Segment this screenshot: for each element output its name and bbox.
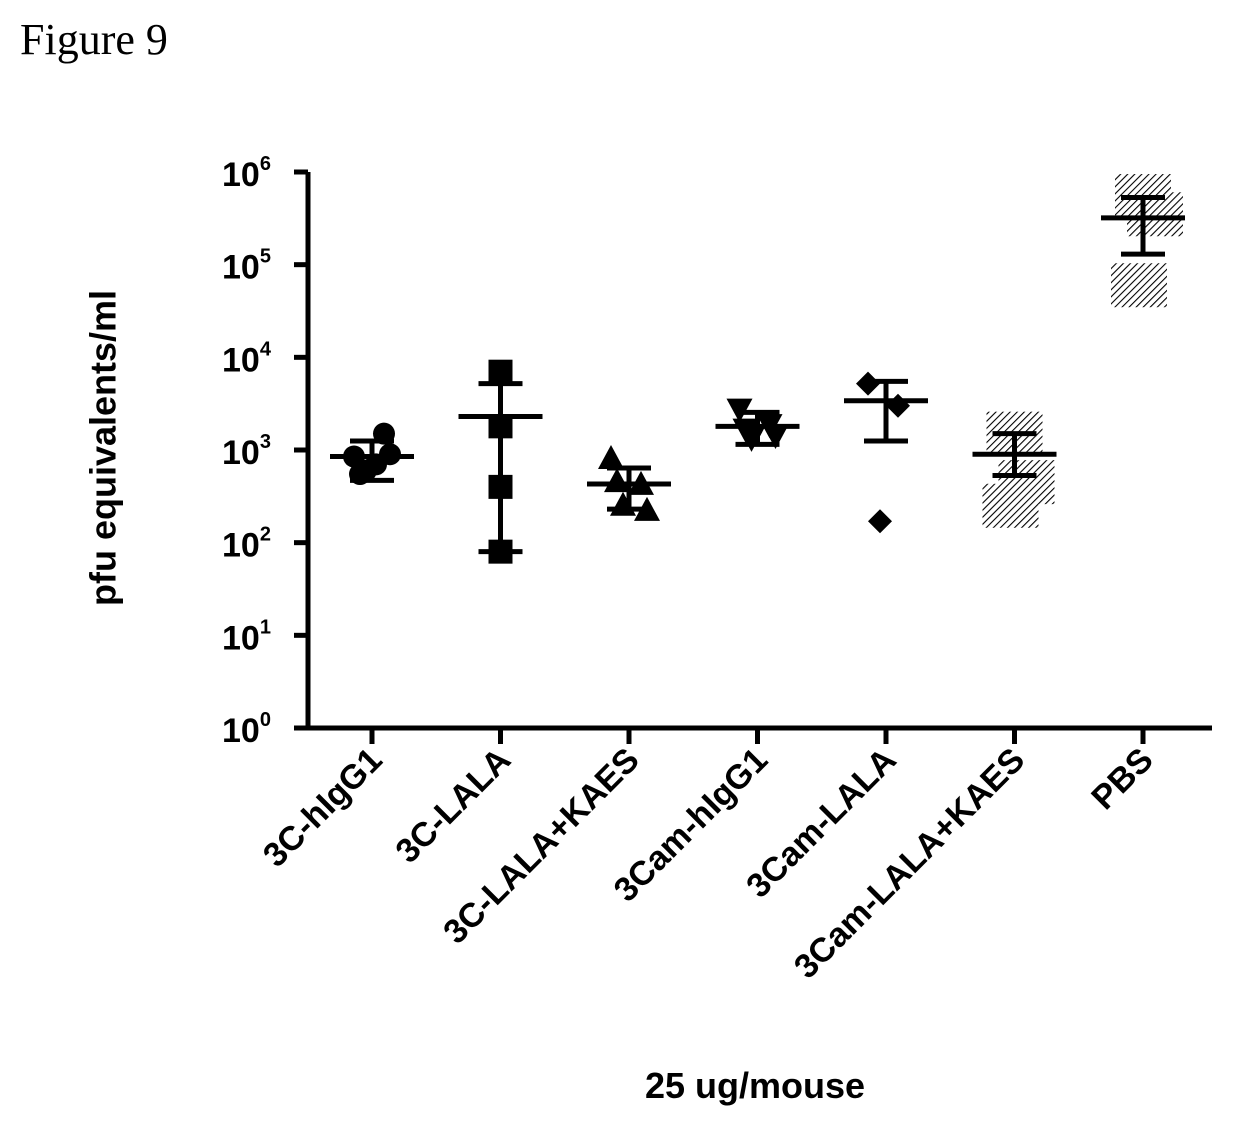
y-tick-label-exponent: 1 bbox=[260, 616, 271, 638]
x-axis-label: 25 ug/mouse bbox=[645, 1065, 865, 1106]
y-tick-label-base: 10 bbox=[222, 619, 260, 657]
y-tick-label: 101 bbox=[222, 616, 271, 657]
y-tick-label: 103 bbox=[222, 431, 271, 472]
data-point bbox=[598, 444, 624, 469]
data-point bbox=[982, 483, 1039, 528]
x-tick-label: 3C-hIgG1 bbox=[256, 741, 390, 875]
axes bbox=[305, 172, 1212, 731]
y-tick-label-exponent: 6 bbox=[260, 153, 271, 175]
y-tick-label-base: 10 bbox=[222, 712, 260, 750]
x-tick-label: 3C-LALA bbox=[388, 741, 518, 871]
y-tick-label: 100 bbox=[222, 709, 271, 750]
y-tick-label: 105 bbox=[222, 246, 271, 287]
y-tick-label: 106 bbox=[222, 153, 271, 194]
y-tick-label-exponent: 2 bbox=[260, 524, 271, 546]
y-tick-label: 104 bbox=[222, 338, 272, 379]
x-tick-label: PBS bbox=[1084, 741, 1160, 817]
x-tick-label: 3Cam-LALA+KAES bbox=[787, 741, 1032, 986]
data-point bbox=[488, 359, 513, 384]
data-point bbox=[604, 468, 630, 493]
x-axis-ticks: 3C-hIgG13C-LALA3C-LALA+KAES3Cam-hIgG13Ca… bbox=[256, 728, 1161, 986]
data-point bbox=[886, 393, 910, 418]
y-tick-label-exponent: 3 bbox=[260, 431, 271, 453]
y-tick-label-base: 10 bbox=[222, 434, 260, 472]
data-point bbox=[762, 425, 789, 450]
y-tick-label-base: 10 bbox=[222, 341, 260, 379]
y-tick-label-exponent: 4 bbox=[260, 338, 272, 360]
data-point bbox=[610, 491, 636, 516]
y-tick-label-base: 10 bbox=[222, 156, 260, 194]
data-point bbox=[868, 509, 892, 534]
figure-caption: Figure 9 bbox=[20, 15, 168, 64]
y-tick-label-base: 10 bbox=[222, 249, 260, 287]
y-tick-label: 102 bbox=[222, 524, 271, 565]
y-axis-label: pfu equivalents/ml bbox=[83, 290, 124, 606]
data-point bbox=[1111, 263, 1167, 308]
data-marks bbox=[330, 174, 1185, 564]
y-tick-label-exponent: 0 bbox=[260, 709, 271, 731]
y-tick-label-base: 10 bbox=[222, 527, 260, 565]
y-tick-label-exponent: 5 bbox=[260, 246, 271, 268]
